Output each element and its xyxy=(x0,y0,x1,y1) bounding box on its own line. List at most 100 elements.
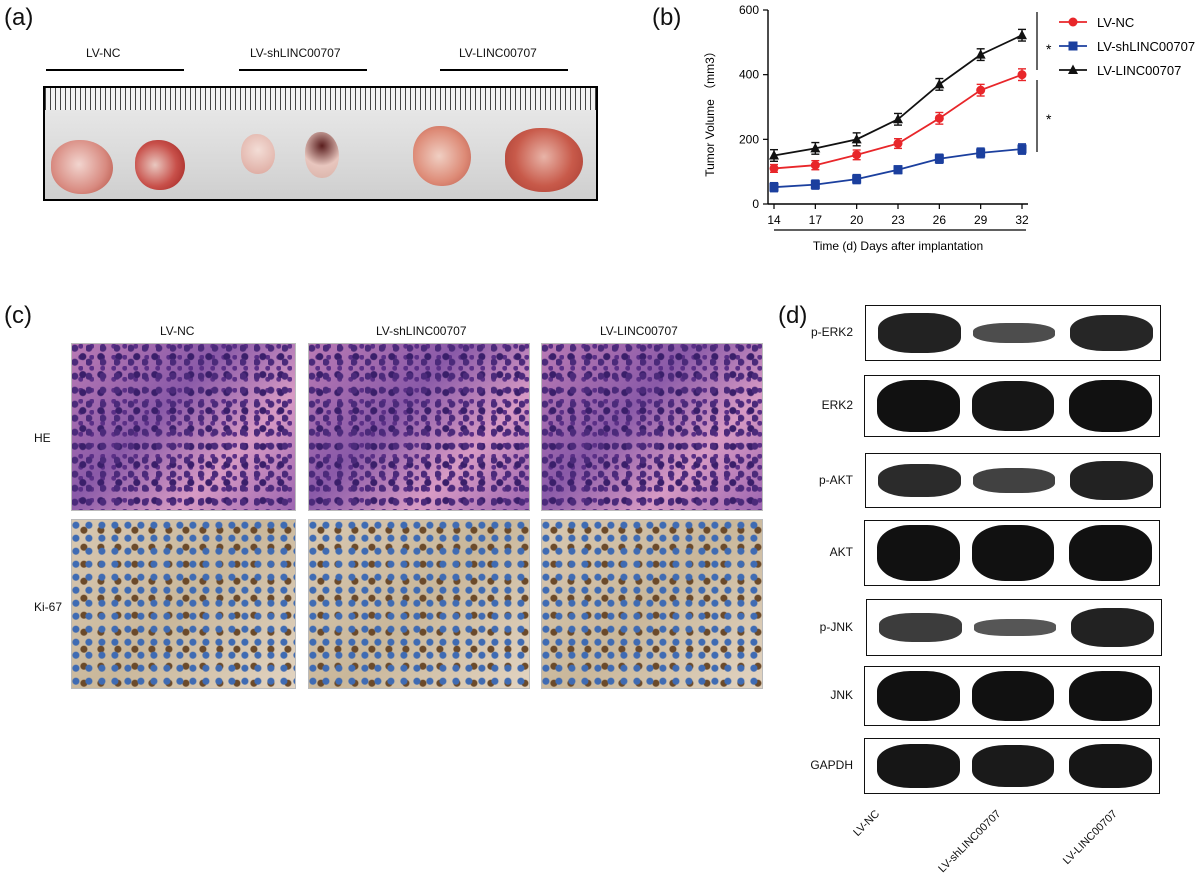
x-tick-label: 26 xyxy=(933,213,947,227)
blot-box xyxy=(864,375,1160,437)
y-tick-label: 600 xyxy=(739,3,759,17)
blot-label: AKT xyxy=(829,545,853,559)
blot-label: p-AKT xyxy=(818,472,853,487)
ruler xyxy=(45,88,596,110)
tumor xyxy=(51,140,113,194)
group-label-lv-shlinc00707: LV-shLINC00707 xyxy=(250,46,341,60)
data-point xyxy=(934,113,944,123)
data-point xyxy=(769,163,779,173)
blot-box xyxy=(864,666,1160,726)
tumor xyxy=(305,132,339,178)
data-point xyxy=(852,174,862,184)
blot-band xyxy=(972,468,1056,493)
blot-band xyxy=(876,671,960,721)
legend-marker xyxy=(1068,64,1078,74)
group-underline xyxy=(46,69,184,71)
he-image-lv-linc00707 xyxy=(541,343,763,511)
blot-band xyxy=(876,744,960,788)
data-point xyxy=(934,154,944,164)
data-point xyxy=(1017,144,1027,154)
blot-box xyxy=(864,520,1160,586)
tumor-volume-chart: 0 200 400 600 14 17 20 23 26 29 32 Time (d) Days af… xyxy=(703,3,1195,253)
data-point xyxy=(976,85,986,95)
blot-band xyxy=(876,380,960,432)
data-point xyxy=(934,78,945,89)
data-point xyxy=(810,180,820,190)
blot-band xyxy=(1070,314,1154,352)
x-tick-label: 32 xyxy=(1015,213,1029,227)
significance-star: * xyxy=(1046,111,1052,127)
data-point xyxy=(975,49,986,59)
blot-band xyxy=(971,745,1055,787)
panel-c-letter: (c) xyxy=(4,302,32,329)
legend-marker xyxy=(1068,41,1078,51)
blot-lane-label: LV-NC xyxy=(851,808,883,839)
data-point xyxy=(893,113,903,124)
blot-band xyxy=(877,463,961,498)
data-point xyxy=(976,148,986,158)
blot-band xyxy=(876,525,960,581)
blot-label: ERK2 xyxy=(821,398,853,412)
legend-label: LV-NC xyxy=(1097,15,1134,30)
blot-label: p-JNK xyxy=(819,619,853,634)
blot-box xyxy=(865,305,1161,361)
data-point xyxy=(852,150,862,160)
histology-row-he: HE xyxy=(34,431,51,445)
y-tick-label: 400 xyxy=(739,68,759,82)
blot-band xyxy=(1069,744,1153,788)
group-label-lv-nc: LV-NC xyxy=(86,46,121,60)
data-point xyxy=(1017,29,1027,40)
blot-band xyxy=(972,322,1056,344)
blot-label: GAPDH xyxy=(810,758,853,772)
blot-band xyxy=(971,671,1055,721)
group-underline xyxy=(239,69,367,71)
group-label-lv-linc00707: LV-LINC00707 xyxy=(459,46,537,60)
significance-star: * xyxy=(1046,41,1052,57)
blot-lane-label: LV-LINC00707 xyxy=(1060,808,1120,867)
histology-column-lv-linc00707: LV-LINC00707 xyxy=(600,324,678,338)
he-image-lv-nc xyxy=(71,343,296,511)
histology-row-ki67: Ki-67 xyxy=(34,600,63,614)
group-underline xyxy=(440,69,568,71)
x-tick-label: 14 xyxy=(767,213,781,227)
blot-label: JNK xyxy=(830,688,853,702)
data-point xyxy=(810,142,821,153)
legend-label: LV-shLINC00707 xyxy=(1097,39,1195,54)
data-point xyxy=(893,165,903,175)
x-tick-label: 20 xyxy=(850,213,864,227)
legend-marker xyxy=(1068,17,1078,27)
data-point xyxy=(769,182,779,192)
x-tick-label: 17 xyxy=(809,213,823,227)
ki67-image-lv-shlinc00707 xyxy=(308,519,530,689)
tumor xyxy=(413,126,471,186)
y-axis-label: Tumor Volume （mm3） xyxy=(703,45,717,177)
blot-box xyxy=(866,599,1162,656)
y-tick-label: 0 xyxy=(752,197,759,211)
blot-band xyxy=(878,613,962,642)
panel-a-letter: (a) xyxy=(4,4,34,31)
blot-box xyxy=(864,738,1160,794)
x-tick-label: 23 xyxy=(891,213,905,227)
tumor xyxy=(505,128,583,192)
data-point xyxy=(769,150,779,160)
tumor xyxy=(135,140,185,190)
blot-band xyxy=(1069,525,1153,581)
data-point xyxy=(810,160,820,170)
blot-band xyxy=(973,619,1057,636)
blot-band xyxy=(1071,607,1155,648)
blot-band xyxy=(877,313,961,353)
panel-b-letter: (b) xyxy=(652,4,682,31)
blot-box xyxy=(865,453,1161,508)
blot-band xyxy=(1069,380,1153,432)
data-point xyxy=(1017,70,1027,80)
blot-band xyxy=(1069,671,1153,721)
x-axis-label: Time (d) Days after implantation xyxy=(813,239,983,253)
y-tick-label: 200 xyxy=(739,132,759,146)
blot-band xyxy=(971,381,1055,431)
ki67-image-lv-linc00707 xyxy=(541,519,763,689)
blot-band xyxy=(971,525,1055,581)
he-image-lv-shlinc00707 xyxy=(308,343,530,511)
data-point xyxy=(851,133,862,144)
legend-label: LV-LINC00707 xyxy=(1097,63,1181,78)
blot-lane-label: LV-shLINC00707 xyxy=(936,808,1004,875)
